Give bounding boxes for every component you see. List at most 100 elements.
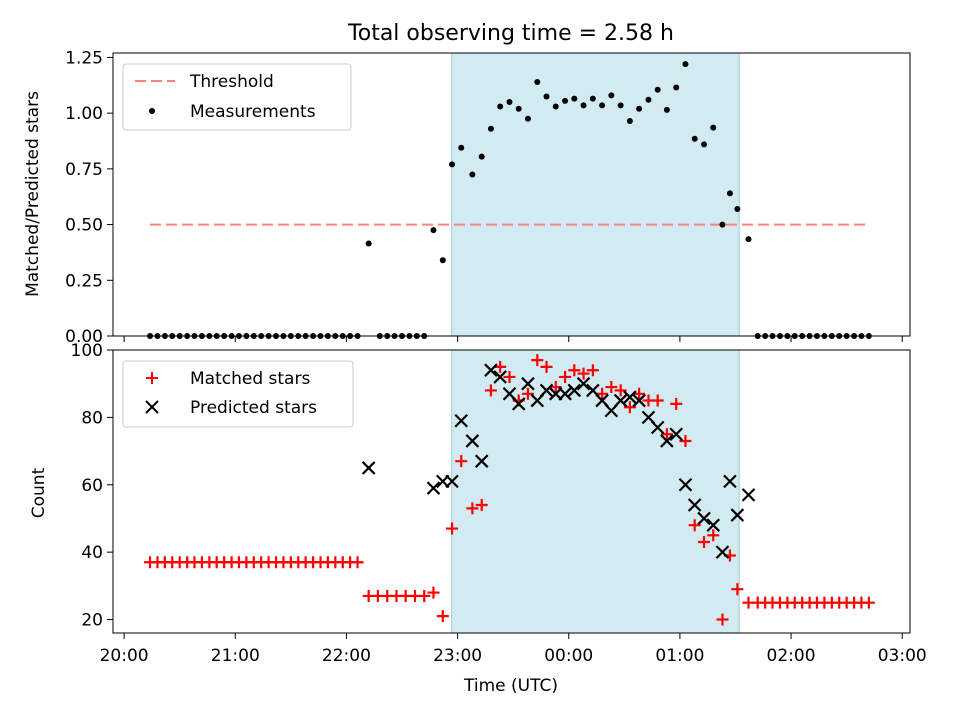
measurement-point [745,236,752,243]
predicted-stars-point [493,370,507,384]
predicted-stars-point [613,393,628,408]
predicted-stars-point [632,393,646,408]
count-y-tick-label: 20 [81,611,103,631]
matched-stars-point [351,556,364,569]
measurement-point [626,117,633,124]
measurement-point [458,144,465,151]
count-y-tick-label: 60 [81,476,103,496]
measurement-point [673,84,680,91]
matched-stars-point [862,596,875,609]
x-tick-label: 01:00 [655,646,704,666]
matched-stars-point [577,367,590,380]
predicted-stars-point [730,508,745,522]
legend-threshold-label: Threshold [189,72,274,92]
count-observing-window [451,349,740,634]
matched-stars-point [731,583,744,596]
legend-measurements-swatch [149,108,155,114]
ratio-y-tick-label: 0.50 [65,216,103,236]
measurement-point [710,124,717,131]
measurement-point [734,205,741,212]
measurement-point [552,103,559,110]
matched-stars-point [633,387,646,400]
x-tick-label: 21:00 [211,646,260,666]
legend-matched-label: Matched stars [190,369,310,389]
x-tick-label: 22:00 [322,646,371,666]
x-tick-label: 23:00 [433,646,482,666]
predicted-stars-point [706,518,721,532]
legend-matched-swatch [146,372,158,384]
matched-stars-point [455,455,468,468]
predicted-stars-point [511,397,526,411]
measurement-point [543,93,550,100]
matched-stars-point [531,354,544,367]
matched-stars-point [418,589,431,602]
predicted-stars-point [474,454,489,468]
measurement-point [571,95,578,102]
matched-stars-point [475,498,488,511]
matched-stars-point [651,394,664,407]
matched-stars-point [568,364,581,377]
count-y-tick-label: 80 [81,408,103,428]
measurement-point [430,227,437,234]
legend-predicted-label: Predicted stars [190,398,317,418]
matched-stars-point [540,360,553,373]
predicted-stars-point [741,488,756,502]
predicted-stars-point [361,461,376,475]
predicted-stars-point [445,474,459,489]
predicted-stars-point [623,390,637,404]
matched-stars-point [586,364,599,377]
predicted-stars-point [465,434,480,448]
measurement-point [439,257,446,264]
measurement-point [580,102,587,109]
matched-stars-point [484,384,497,397]
count-legend: Matched stars Predicted stars [122,360,354,428]
predicted-stars-point [484,363,498,377]
measurement-point [663,106,670,113]
ratio-y-axis-label: Matched/Predicted stars [23,91,43,297]
predicted-stars-point [687,498,702,512]
x-tick-label: 20:00 [100,646,149,666]
measurement-point [682,61,689,68]
ratio-y-tick-label: 0.25 [65,271,103,291]
measurement-point [449,161,456,168]
measurement-point [524,115,531,122]
predicted-stars-point [567,383,582,398]
matched-stars-point [670,397,683,410]
count-y-tick-label: 100 [71,341,103,361]
count-y-tick-label: 40 [81,543,103,563]
figure-title: Total observing time = 2.58 h [347,21,674,46]
predicted-stars-point [539,383,554,398]
matched-stars-point [605,381,618,394]
predicted-stars-point [678,477,693,492]
ratio-y-tick-label: 1.00 [65,104,103,124]
ratio-legend: Threshold Measurements [122,63,352,131]
predicted-stars-point [426,481,441,495]
predicted-stars-point [697,511,711,526]
measurement-point [726,190,733,197]
measurement-point [497,103,504,110]
ratio-y-tick-label: 0.75 [65,160,103,180]
measurement-point [691,135,698,142]
x-tick-label: 03:00 [878,646,927,666]
matched-stars-point [716,613,729,626]
predicted-stars-point [660,434,674,448]
predicted-stars-point [521,376,535,391]
predicted-stars-point [650,420,665,435]
ratio-axes-frame [112,52,911,337]
measurement-point [487,125,494,132]
measurement-point [365,240,372,247]
matched-stars-point [688,519,701,532]
predicted-stars-point [723,474,737,489]
ratio-y-tick-label: 0.00 [65,327,103,347]
measurement-point [562,97,569,104]
count-axes-frame [112,349,911,634]
matched-stars-point [494,360,507,373]
measurement-point [719,221,726,228]
x-tick-label: 02:00 [767,646,816,666]
measurement-point [645,96,652,103]
matched-stars-point [466,502,479,515]
measurement-point [534,78,541,85]
matched-stars-point [559,370,572,383]
ratio-observing-window [451,52,740,337]
